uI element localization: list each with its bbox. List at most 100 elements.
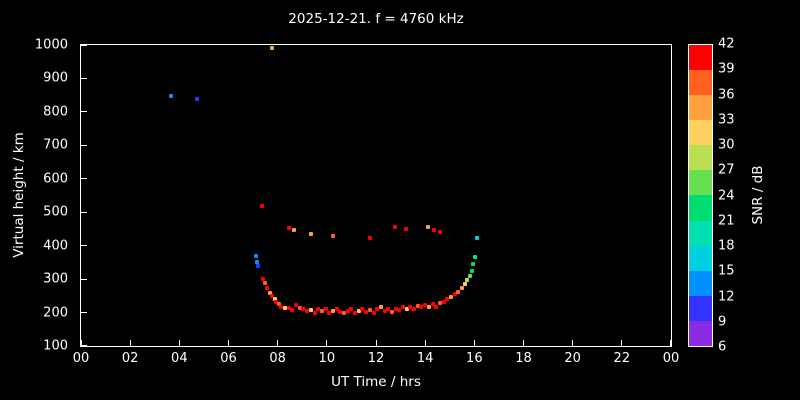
scatter-point (437, 301, 442, 306)
scatter-point (423, 303, 428, 308)
colorbar-tick-labels: 6 9 12 15 18 21 24 27 30 33 36 39 42 (718, 37, 752, 355)
colorbar-tick-label: 30 (718, 137, 735, 153)
colorbar-tick-label: 9 (718, 314, 727, 330)
y-tick-label: 100 (43, 338, 68, 354)
colorbar (688, 44, 713, 347)
plot-area (80, 44, 672, 347)
y-tick-label: 1000 (34, 37, 68, 53)
scatter-point (430, 301, 435, 306)
scatter-point (404, 307, 409, 312)
x-tick-label: 18 (515, 351, 532, 366)
scatter-point (308, 307, 313, 312)
y-tick-label: 800 (43, 104, 68, 120)
scatter-point (375, 307, 380, 312)
colorbar-segment (689, 70, 712, 96)
x-tick-label: 00 (72, 351, 90, 366)
scatter-point (297, 305, 302, 310)
x-tick-mark (670, 340, 671, 346)
scatter-point (462, 282, 467, 287)
scatter-point (168, 93, 173, 98)
colorbar-title: SNR / dB (750, 165, 766, 225)
colorbar-segment (689, 320, 712, 346)
scatter-point (460, 286, 465, 291)
scatter-point (353, 310, 358, 315)
scatter-point (371, 310, 376, 315)
scatter-point (445, 297, 450, 302)
scatter-point (441, 299, 446, 304)
x-tick-mark (326, 340, 328, 346)
scatter-point (267, 291, 272, 296)
scatter-point (194, 97, 199, 102)
colorbar-tick-label: 39 (718, 61, 735, 77)
x-axis-title: UT Time / hrs (331, 374, 421, 390)
x-tick-label: 20 (564, 351, 581, 366)
x-tick-label: 00 (662, 351, 680, 366)
colorbar-tick-label: 36 (718, 87, 735, 102)
y-axis-tick-labels: 100 200 300 400 500 600 700 800 900 1000 (0, 38, 74, 354)
scatter-point (474, 236, 479, 241)
scatter-point (419, 305, 424, 310)
colorbar-tick-label: 27 (718, 162, 735, 178)
scatter-point (456, 289, 461, 294)
scatter-point (319, 309, 324, 314)
scatter-point (265, 286, 270, 291)
scatter-point (255, 259, 260, 264)
scatter-point (393, 306, 398, 311)
x-tick-label: 06 (220, 351, 237, 366)
y-tick-mark (81, 178, 87, 180)
scatter-point (397, 307, 402, 312)
scatter-point (386, 306, 391, 311)
x-tick-mark (621, 340, 623, 346)
scatter-point (253, 254, 258, 259)
x-tick-label: 14 (416, 351, 434, 366)
scatter-point (338, 309, 343, 314)
scatter-point (367, 307, 372, 312)
scatter-point (272, 297, 277, 302)
x-tick-mark (424, 340, 426, 346)
x-tick-label: 12 (367, 351, 385, 366)
colorbar-segment (689, 170, 712, 196)
y-tick-mark (81, 144, 87, 146)
x-tick-label: 04 (171, 351, 188, 366)
scatter-point (292, 228, 297, 233)
colorbar-tick-label: 42 (718, 36, 735, 52)
y-tick-mark (81, 345, 87, 346)
colorbar-segment (689, 295, 712, 321)
y-tick-mark (81, 278, 87, 280)
scatter-point (256, 264, 261, 269)
colorbar-tick-label: 24 (718, 188, 735, 203)
scatter-point (330, 308, 335, 313)
y-tick-mark (81, 111, 87, 113)
chart-title: 2025-12-21. f = 4760 kHz (288, 11, 464, 27)
x-tick-mark (81, 340, 82, 346)
colorbar-tick-label: 18 (718, 238, 735, 254)
scatter-point (465, 278, 470, 283)
scatter-point (472, 255, 477, 260)
scatter-point (261, 277, 266, 282)
scatter-point (393, 224, 398, 229)
colorbar-segment (689, 270, 712, 296)
scatter-point (260, 203, 265, 208)
scatter-point (415, 303, 420, 308)
scatter-point (349, 306, 354, 311)
scatter-point (342, 311, 347, 316)
scatter-point (283, 306, 288, 311)
colorbar-segment (689, 220, 712, 246)
scatter-point (270, 293, 275, 298)
scatter-point (327, 310, 332, 315)
scatter-point (323, 306, 328, 311)
scatter-point (308, 231, 313, 236)
x-tick-mark (277, 340, 279, 346)
y-tick-mark (81, 312, 87, 314)
x-tick-mark (228, 340, 229, 346)
scatter-point (360, 306, 365, 311)
scatter-point (426, 224, 431, 229)
scatter-point (431, 227, 436, 232)
scatter-point (367, 236, 372, 241)
scatter-point (452, 292, 457, 297)
y-tick-label: 200 (43, 305, 68, 321)
x-tick-mark (523, 340, 524, 346)
colorbar-tick-label: 21 (718, 213, 735, 229)
colorbar-segment (689, 195, 712, 221)
